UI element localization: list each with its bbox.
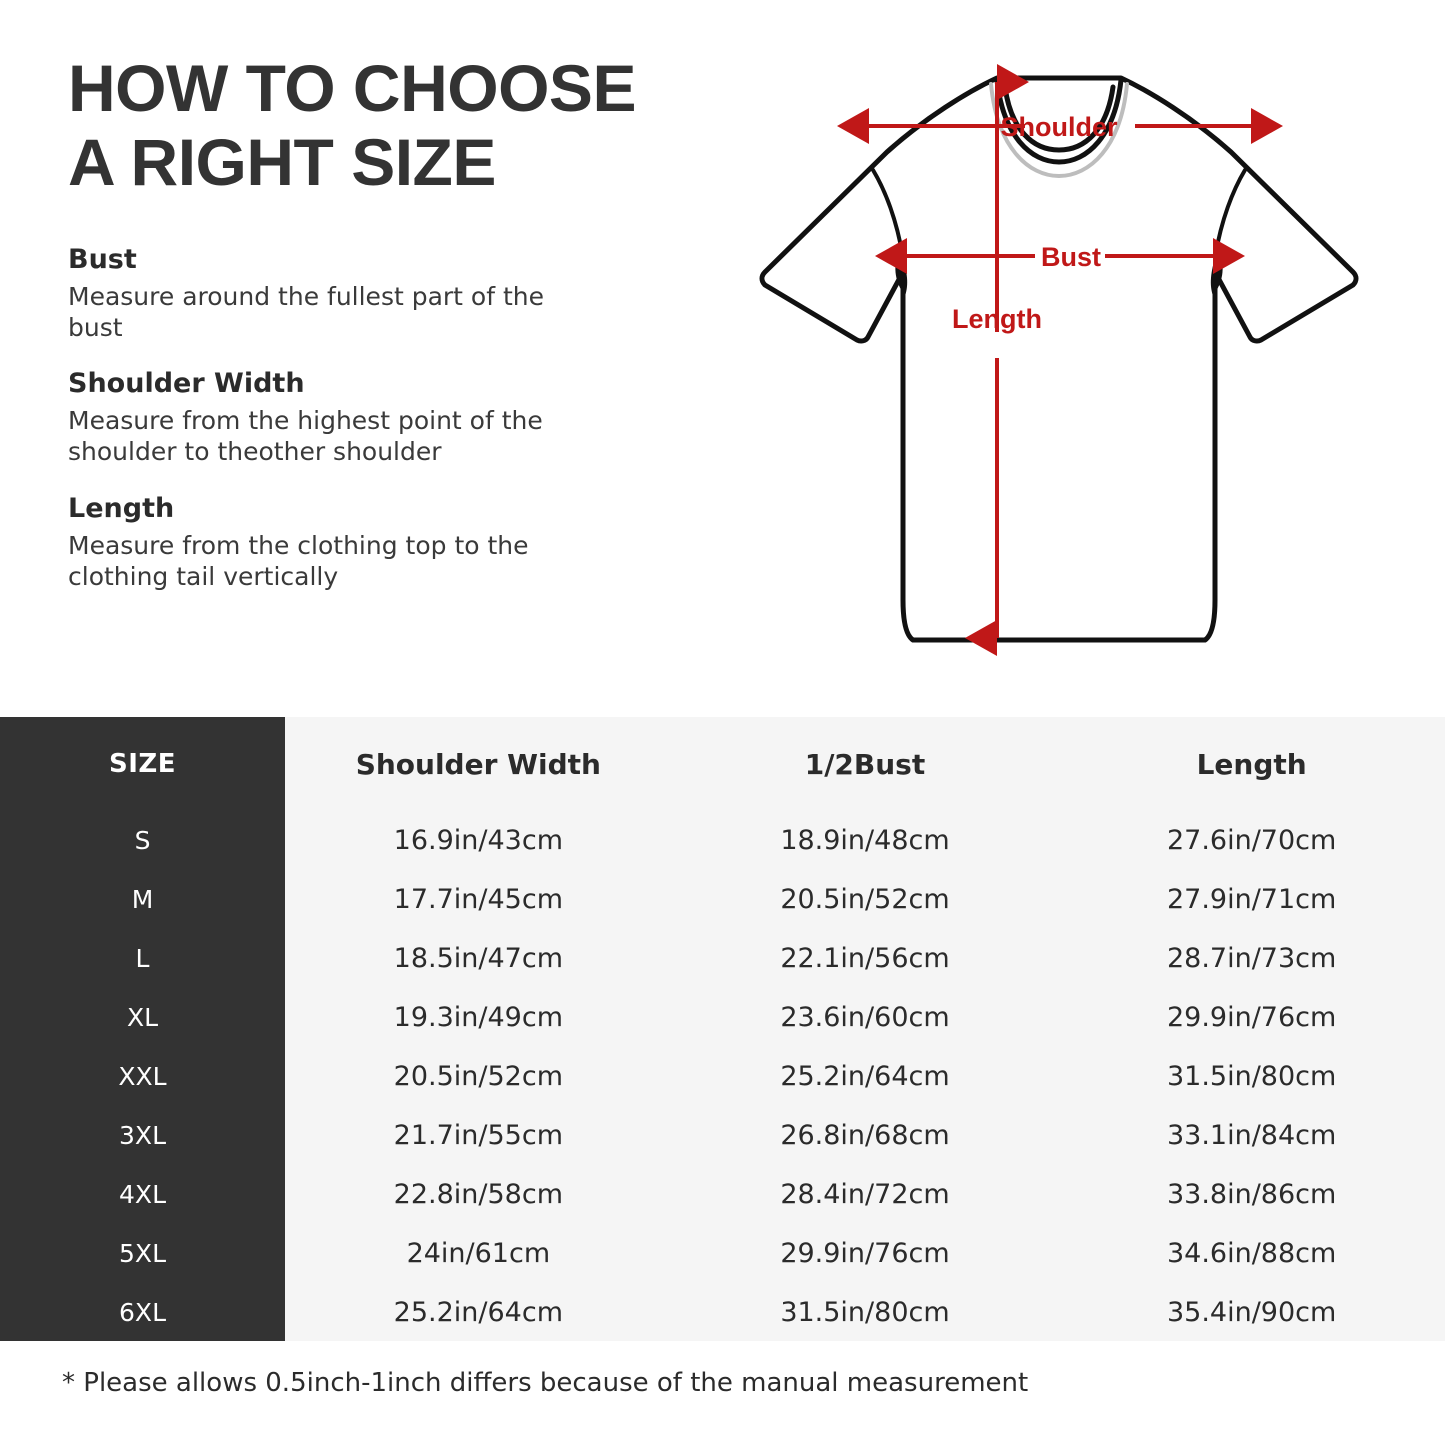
size-column-background — [0, 717, 285, 1341]
cell-shoulder-width: 20.5in/52cm — [393, 1061, 564, 1092]
collar-shadow — [989, 82, 1129, 179]
cell-size: XXL — [118, 1062, 167, 1091]
cell-shoulder-width: 21.7in/55cm — [393, 1120, 564, 1151]
cell-half-bust: 23.6in/60cm — [780, 1002, 950, 1033]
cell-half-bust: 18.9in/48cm — [780, 825, 950, 856]
shirt-outline — [759, 75, 1359, 643]
tshirt-illustration-svg: Shoulder Bust Length — [759, 64, 1359, 656]
cell-shoulder-width: 16.9in/43cm — [393, 825, 564, 856]
cell-half-bust: 28.4in/72cm — [780, 1179, 950, 1210]
cell-shoulder-width: 24in/61cm — [406, 1238, 551, 1269]
cell-length: 33.8in/86cm — [1166, 1179, 1337, 1210]
table-row: M 17.7in/45cm 20.5in/52cm 27.9in/71cm — [0, 870, 1445, 929]
cell-shoulder-width: 22.8in/58cm — [393, 1179, 564, 1210]
measurement-disclaimer: * Please allows 0.5inch-1inch differs be… — [62, 1368, 1029, 1398]
cell-half-bust: 25.2in/64cm — [780, 1061, 950, 1092]
measurement-description: Measure around the fullest part of the b… — [68, 281, 545, 342]
cell-size: S — [134, 826, 151, 855]
length-arrow-label: Length — [952, 304, 1042, 334]
cell-length: 35.4in/90cm — [1166, 1297, 1337, 1328]
measurement-item-bust: Bust Measure around the fullest part of … — [68, 244, 708, 344]
column-header-length: Length — [1196, 747, 1307, 781]
cell-length: 27.9in/71cm — [1166, 884, 1337, 915]
measurement-term: Shoulder Width — [68, 368, 305, 400]
table-row: XL 19.3in/49cm 23.6in/60cm 29.9in/76cm — [0, 988, 1445, 1047]
measurement-description: Measure from the clothing top to the clo… — [68, 530, 529, 591]
tshirt-diagram: Shoulder Bust Length — [735, 40, 1395, 680]
length-measure-arrow: Length — [952, 64, 1042, 656]
table-row: L 18.5in/47cm 22.1in/56cm 28.7in/73cm — [0, 929, 1445, 988]
cell-size: 5XL — [119, 1239, 166, 1268]
cell-half-bust: 22.1in/56cm — [780, 943, 950, 974]
cell-shoulder-width: 25.2in/64cm — [393, 1297, 564, 1328]
bust-arrow-label: Bust — [1041, 242, 1101, 272]
measurement-term: Length — [68, 492, 175, 524]
cell-length: 28.7in/73cm — [1166, 943, 1337, 974]
cell-half-bust: 29.9in/76cm — [780, 1238, 950, 1269]
cell-length: 27.6in/70cm — [1166, 825, 1337, 856]
bust-measure-arrow: Bust — [875, 238, 1245, 274]
cell-half-bust: 20.5in/52cm — [780, 884, 950, 915]
size-chart-table: SIZE Shoulder Width 1/2Bust Length S 16.… — [0, 717, 1445, 1342]
measurement-item-shoulder-width: Shoulder Width Measure from the highest … — [68, 368, 708, 468]
cell-size: 6XL — [119, 1298, 166, 1327]
measurement-item-length: Length Measure from the clothing top to … — [68, 493, 708, 593]
cell-shoulder-width: 19.3in/49cm — [393, 1002, 564, 1033]
table-header-row: SIZE Shoulder Width 1/2Bust Length — [0, 717, 1445, 811]
cell-length: 31.5in/80cm — [1166, 1061, 1337, 1092]
measurement-guide: HOW TO CHOOSE A RIGHT SIZE Bust Measure … — [68, 51, 708, 593]
column-header-shoulder-width: Shoulder Width — [355, 747, 601, 781]
collar — [994, 77, 1124, 165]
shoulder-arrow-label: Shoulder — [1000, 112, 1117, 142]
cell-shoulder-width: 18.5in/47cm — [393, 943, 564, 974]
column-header-size: SIZE — [109, 749, 177, 779]
cell-length: 34.6in/88cm — [1166, 1238, 1337, 1269]
table-row: 4XL 22.8in/58cm 28.4in/72cm 33.8in/86cm — [0, 1165, 1445, 1224]
measurement-description: Measure from the highest point of the sh… — [68, 406, 543, 467]
table-row: 6XL 25.2in/64cm 31.5in/80cm 35.4in/90cm — [0, 1283, 1445, 1342]
page-title: HOW TO CHOOSE A RIGHT SIZE — [68, 51, 636, 199]
cell-size: 4XL — [119, 1180, 166, 1209]
cell-size: 3XL — [119, 1121, 166, 1150]
cell-length: 33.1in/84cm — [1166, 1120, 1337, 1151]
table-row: S 16.9in/43cm 18.9in/48cm 27.6in/70cm — [0, 811, 1445, 870]
cell-half-bust: 26.8in/68cm — [780, 1120, 950, 1151]
column-header-half-bust: 1/2Bust — [804, 747, 926, 781]
cell-size: M — [131, 885, 154, 914]
cell-length: 29.9in/76cm — [1166, 1002, 1337, 1033]
table-row: 3XL 21.7in/55cm 26.8in/68cm 33.1in/84cm — [0, 1106, 1445, 1165]
cell-size: XL — [126, 1003, 159, 1032]
cell-half-bust: 31.5in/80cm — [780, 1297, 950, 1328]
table-row: 5XL 24in/61cm 29.9in/76cm 34.6in/88cm — [0, 1224, 1445, 1283]
cell-shoulder-width: 17.7in/45cm — [393, 884, 564, 915]
table-row: XXL 20.5in/52cm 25.2in/64cm 31.5in/80cm — [0, 1047, 1445, 1106]
size-chart-table-region: SIZE Shoulder Width 1/2Bust Length S 16.… — [0, 717, 1445, 1341]
cell-size: L — [135, 944, 150, 973]
measurement-term: Bust — [68, 243, 137, 275]
intro-section: HOW TO CHOOSE A RIGHT SIZE Bust Measure … — [0, 0, 1445, 717]
